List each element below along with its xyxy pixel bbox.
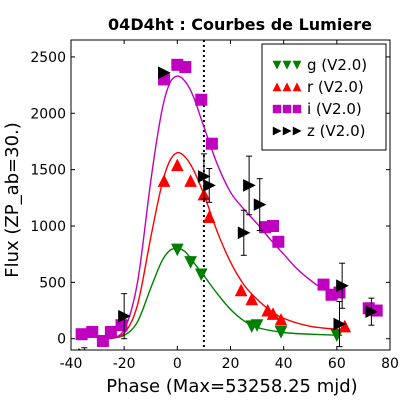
- fit-curve-i: [107, 75, 343, 340]
- legend-marker-z: [272, 126, 282, 136]
- x-tick-label: 40: [275, 356, 293, 372]
- data-point-i: [86, 325, 99, 338]
- data-point-i: [205, 137, 218, 150]
- y-tick-label: 0: [57, 332, 66, 348]
- data-point-g: [171, 243, 184, 257]
- y-tick-label: 1000: [30, 219, 66, 235]
- y-tick-label: 1500: [30, 163, 66, 179]
- data-point-i: [104, 325, 117, 338]
- legend-marker-g: [292, 60, 302, 70]
- legend-marker-r: [272, 82, 282, 92]
- x-tick-label: 20: [222, 356, 240, 372]
- data-point-g: [184, 256, 197, 269]
- data-point-r: [234, 283, 248, 297]
- y-tick-label: 2500: [30, 50, 66, 66]
- x-tick-label: 0: [173, 356, 182, 372]
- legend-marker-g: [282, 60, 292, 70]
- data-point-i: [317, 278, 330, 291]
- data-point-r: [171, 158, 184, 172]
- legend-label-i: i (V2.0): [307, 100, 362, 118]
- data-point-g: [194, 268, 208, 282]
- y-tick-label: 2000: [30, 106, 66, 122]
- legend-marker-i: [272, 104, 282, 114]
- legend-marker-z: [292, 126, 302, 136]
- data-point-z: [118, 309, 131, 323]
- data-point-z: [158, 66, 171, 79]
- y-axis-label: Flux (ZP_ab=30.): [2, 122, 23, 278]
- data-point-z: [243, 179, 256, 192]
- data-point-i: [75, 328, 88, 341]
- data-point-z: [203, 179, 216, 192]
- plot-area: -40 -20 0 20 40 60 80 0 500 1000 1500 2000 2500 g (V2…: [30, 39, 399, 372]
- data-point-i: [272, 235, 285, 248]
- legend-box: [261, 43, 387, 151]
- data-point-r: [274, 312, 288, 326]
- legend-label-z: z (V2.0): [307, 122, 365, 140]
- plot-content: [75, 40, 383, 350]
- data-point-r: [245, 292, 259, 306]
- data-point-r: [338, 319, 352, 333]
- legend-label-r: r (V2.0): [307, 78, 364, 96]
- x-tick-label: 60: [328, 356, 346, 372]
- data-point-g: [274, 325, 288, 339]
- data-point-g: [250, 319, 264, 332]
- data-point-i: [115, 319, 128, 332]
- legend-label-g: g (V2.0): [307, 56, 367, 74]
- data-point-z: [197, 170, 211, 183]
- legend-marker-i: [292, 104, 302, 114]
- data-point-r: [184, 174, 197, 187]
- legend-marker-g: [272, 60, 282, 70]
- legend-marker-r: [282, 82, 292, 92]
- data-point-r: [202, 210, 216, 223]
- x-tick-label: -20: [113, 356, 136, 372]
- data-point-r: [157, 174, 171, 187]
- data-point-r: [266, 307, 280, 320]
- data-point-i: [267, 220, 280, 232]
- legend-marker-r: [292, 82, 302, 92]
- x-tick-label: 80: [381, 356, 399, 372]
- legend-marker-z: [282, 126, 292, 136]
- chart-title: 04D4ht : Courbes de Lumiere: [108, 15, 372, 34]
- data-point-i: [96, 334, 109, 347]
- x-tick-label: -40: [60, 356, 83, 372]
- data-point-i: [195, 93, 208, 106]
- data-point-z: [336, 279, 349, 293]
- data-point-z: [333, 317, 347, 331]
- legend-marker-i: [282, 104, 292, 114]
- data-point-i: [179, 61, 192, 74]
- y-tick-label: 500: [39, 275, 66, 291]
- data-point-z: [365, 305, 379, 318]
- x-axis-label: Phase (Max=53258.25 mjd): [106, 376, 357, 397]
- data-point-z: [253, 198, 267, 211]
- data-point-z: [237, 226, 251, 240]
